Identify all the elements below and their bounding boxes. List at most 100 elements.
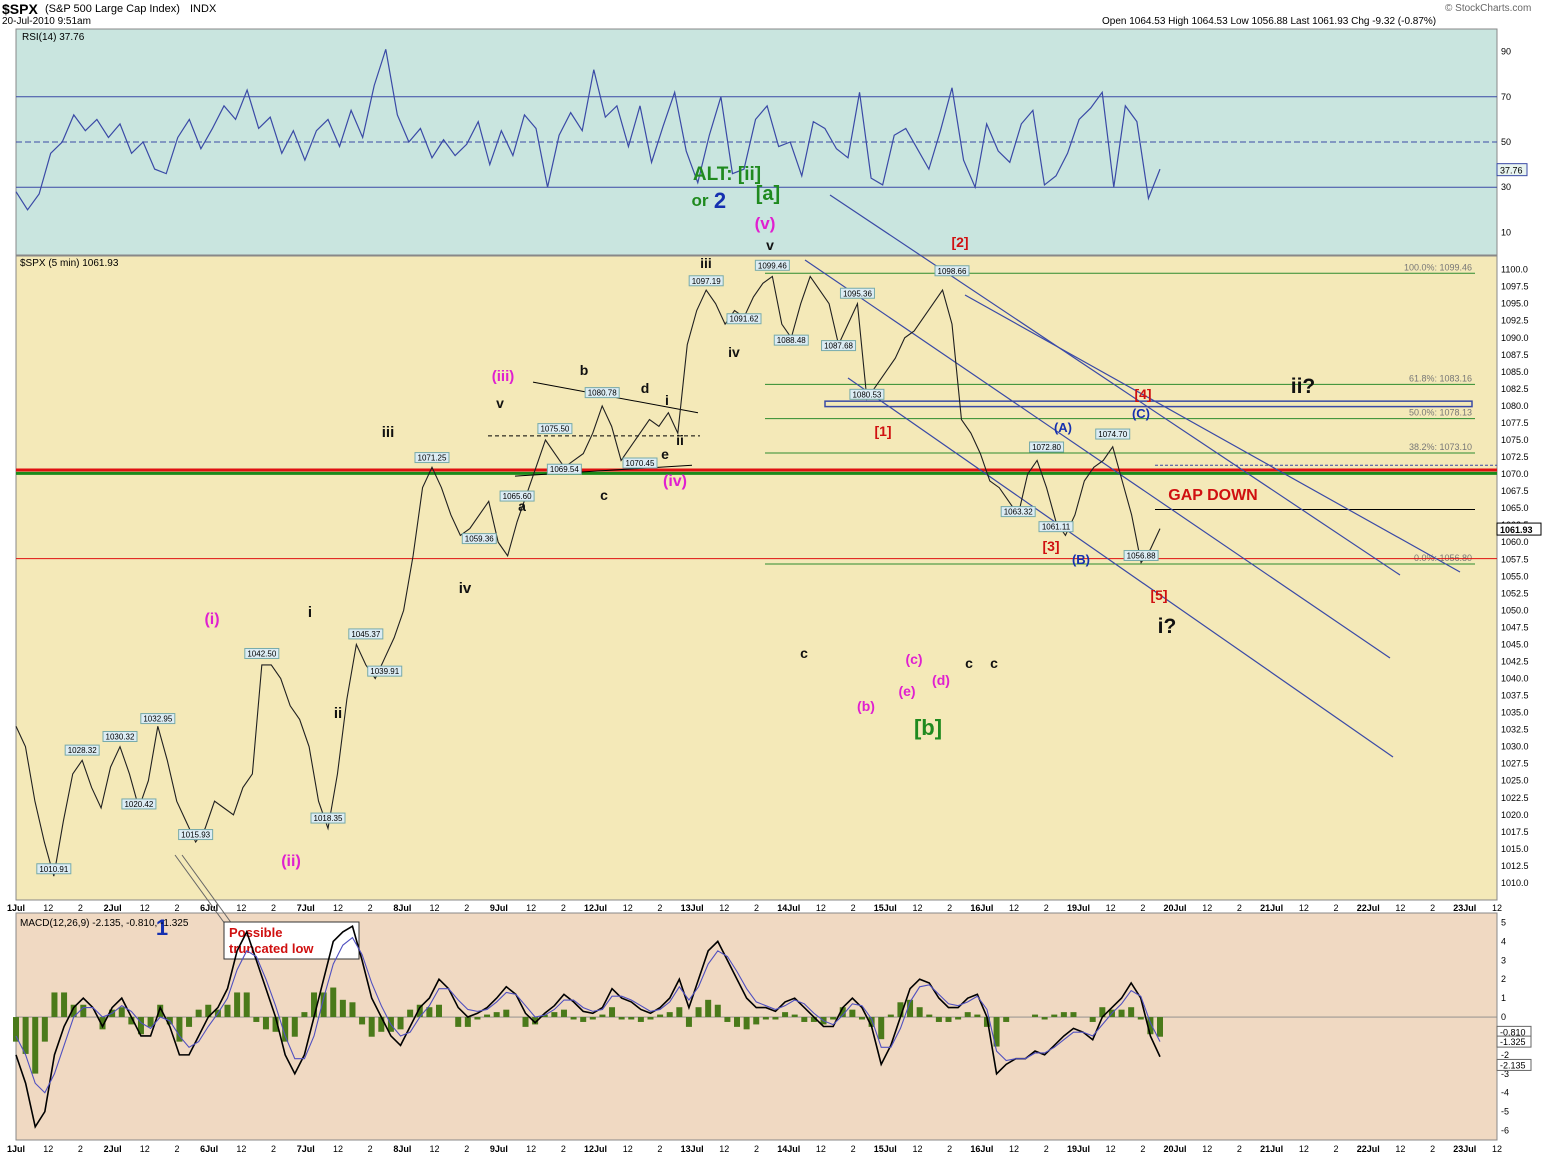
- macd-histogram-bar: [791, 1014, 798, 1018]
- macd-histogram-bar: [657, 1014, 664, 1018]
- macd-histogram-bar: [532, 1017, 539, 1025]
- price-label-box: [310, 812, 346, 824]
- macd-histogram-bar: [435, 1004, 442, 1018]
- price-label-box: [140, 713, 176, 725]
- macd-histogram-bar: [772, 1017, 779, 1020]
- macd-histogram-bar: [1128, 1007, 1135, 1018]
- price-tick-label: 1080.0: [1501, 401, 1529, 411]
- price-x-tick: 12Jul: [584, 903, 607, 913]
- macd-tick-label: 1: [1501, 993, 1506, 1003]
- price-label: 1071.25: [418, 454, 447, 463]
- price-label-box: [1029, 441, 1065, 453]
- macd-histogram-bar: [455, 1017, 462, 1027]
- macd-x-tick: 2: [271, 1144, 276, 1154]
- macd-last-label: -2.135: [1500, 1060, 1526, 1070]
- price-label: 1097.19: [692, 277, 721, 286]
- price-label: 1059.36: [465, 535, 494, 544]
- price-x-tick: 12: [719, 903, 729, 913]
- price-x-tick: 2: [1430, 903, 1435, 913]
- macd-histogram-bar: [945, 1017, 952, 1022]
- price-x-tick: 14Jul: [777, 903, 800, 913]
- macd-histogram-bar: [849, 1009, 856, 1018]
- callout-pointer-2: [181, 854, 236, 929]
- price-label-box: [102, 730, 138, 742]
- fib-label: 0.0%: 1056.80: [1414, 553, 1472, 563]
- price-x-tick: 12: [430, 903, 440, 913]
- macd-x-tick: 8Jul: [393, 1144, 411, 1154]
- macd-histogram-bar: [493, 1012, 500, 1018]
- macd-x-tick: 22Jul: [1357, 1144, 1380, 1154]
- wave-label: c: [990, 655, 998, 671]
- price-x-tick: 2: [561, 903, 566, 913]
- price-x-tick: 16Jul: [970, 903, 993, 913]
- macd-tick-label: -6: [1501, 1126, 1509, 1136]
- macd-histogram-bar: [762, 1017, 769, 1020]
- macd-x-tick: 20Jul: [1164, 1144, 1187, 1154]
- price-tick-label: 1095.0: [1501, 299, 1529, 309]
- price-tick-label: 1090.0: [1501, 333, 1529, 343]
- price-tick-label: 1082.5: [1501, 384, 1529, 394]
- macd-x-tick: 12: [1009, 1144, 1019, 1154]
- macd-histogram-bar: [599, 1014, 606, 1018]
- price-label: 1056.88: [1127, 551, 1156, 560]
- price-label-box: [726, 313, 762, 325]
- ohlc-readout: Open 1064.53 High 1064.53 Low 1056.88 La…: [1102, 16, 1437, 27]
- macd-histogram-bar: [41, 1017, 48, 1042]
- price-label-box: [36, 863, 72, 875]
- macd-histogram-bar: [359, 1017, 366, 1025]
- macd-last-label: -0.810: [1500, 1027, 1526, 1037]
- wave-label: d: [641, 380, 650, 396]
- macd-histogram-bar: [301, 1012, 308, 1018]
- macd-histogram-bar: [320, 992, 327, 1018]
- wave-label: iii: [700, 255, 712, 271]
- macd-histogram-bar: [1118, 1009, 1125, 1018]
- macd-histogram-bar: [407, 1009, 414, 1018]
- price-panel: [15, 255, 1498, 901]
- channel-line-0: [829, 194, 1401, 576]
- price-x-tick: 12: [623, 903, 633, 913]
- macd-histogram-bar: [926, 1014, 933, 1018]
- price-x-tick: 12: [333, 903, 343, 913]
- wave-label: (v): [755, 214, 776, 233]
- price-label: 1010.91: [39, 865, 68, 874]
- macd-x-tick: 19Jul: [1067, 1144, 1090, 1154]
- macd-histogram-bar: [1099, 1007, 1106, 1018]
- macd-histogram-bar: [1157, 1017, 1163, 1037]
- macd-histogram-bar: [1041, 1017, 1048, 1020]
- price-label-box: [348, 628, 384, 640]
- price-label-box: [839, 287, 875, 299]
- price-tick-label: 1085.0: [1501, 367, 1529, 377]
- price-label-box: [178, 829, 214, 841]
- resistance-box: [824, 400, 1473, 408]
- macd-histogram-bar: [695, 1007, 702, 1018]
- price-x-tick: 2: [1044, 903, 1049, 913]
- price-x-tick: 20Jul: [1164, 903, 1187, 913]
- macd-histogram-bar: [282, 1017, 289, 1042]
- macd-title: MACD(12,26,9) -2.135, -0.810, -1.325: [20, 918, 189, 929]
- macd-x-tick: 1Jul: [7, 1144, 25, 1154]
- macd-x-tick: 12: [430, 1144, 440, 1154]
- rsi-tick-label: 10: [1501, 227, 1511, 237]
- wave-label: 1: [156, 915, 168, 940]
- price-label: 1098.66: [938, 267, 967, 276]
- macd-tick-label: -5: [1501, 1107, 1509, 1117]
- macd-histogram-bar: [1003, 1017, 1010, 1022]
- macd-histogram-bar: [637, 1017, 644, 1022]
- macd-histogram-bar: [522, 1017, 529, 1027]
- price-x-tick: 2: [464, 903, 469, 913]
- macd-tick-label: 0: [1501, 1012, 1506, 1022]
- wave-label: [4]: [1134, 386, 1151, 402]
- price-x-tick: 13Jul: [681, 903, 704, 913]
- price-tick-label: 1050.0: [1501, 605, 1529, 615]
- price-label-box: [1000, 506, 1036, 518]
- price-label: 1065.60: [503, 492, 532, 501]
- wave-label: (d): [932, 672, 950, 688]
- price-tick-label: 1092.5: [1501, 316, 1529, 326]
- price-label-box: [584, 387, 620, 399]
- macd-histogram-bar: [666, 1012, 673, 1018]
- price-x-tick: 2Jul: [104, 903, 122, 913]
- price-label-box: [622, 457, 658, 469]
- macd-x-tick: 12: [140, 1144, 150, 1154]
- price-tick-label: 1040.0: [1501, 674, 1529, 684]
- chart-name: (S&P 500 Large Cap Index): [45, 3, 180, 15]
